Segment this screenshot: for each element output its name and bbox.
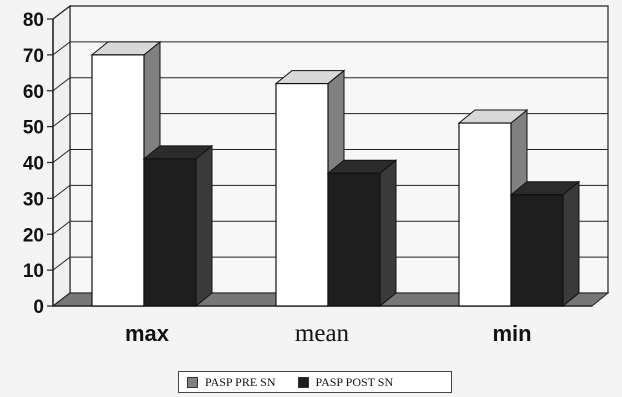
bar-side <box>562 180 580 308</box>
bar-side <box>195 144 213 308</box>
gridline-side <box>52 41 71 56</box>
y-tick-label: 60 <box>23 82 44 103</box>
bar <box>458 122 512 307</box>
bar <box>510 194 564 307</box>
legend-swatch-post <box>297 376 309 388</box>
gridline-side <box>52 184 71 199</box>
y-tick-label: 10 <box>23 261 44 282</box>
gridline-side <box>52 77 71 92</box>
legend: PASP PRE SN PASP POST SN <box>178 371 452 393</box>
legend-swatch-pre <box>187 376 198 388</box>
bar <box>275 82 329 307</box>
y-axis: 0 10 20 30 40 50 60 70 80 <box>23 10 54 318</box>
y-tick-label: 50 <box>23 118 44 139</box>
gridline-side <box>52 149 71 163</box>
y-tick-label: 80 <box>23 10 44 31</box>
gridline-side <box>52 5 71 20</box>
gridline-side <box>52 256 71 271</box>
y-tick-label: 70 <box>23 46 44 67</box>
legend-label-post: PASP POST SN <box>315 374 394 389</box>
y-tick-label: 0 <box>33 297 44 318</box>
legend-item-pre: PASP PRE SN <box>187 375 276 390</box>
y-tick-label: 30 <box>23 189 44 210</box>
x-category-label: min <box>492 321 531 346</box>
gridline-side <box>52 113 71 128</box>
x-axis: max mean min <box>125 320 532 347</box>
legend-item-post: PASP POST SN <box>297 374 394 390</box>
legend-label-pre: PASP PRE SN <box>205 374 276 389</box>
bars <box>90 40 581 308</box>
y-tick-label: 40 <box>23 154 44 175</box>
x-category-label: max <box>125 321 170 346</box>
y-tick-label: 20 <box>23 225 44 246</box>
x-category-label: mean <box>295 320 350 347</box>
gridline-side <box>52 220 71 235</box>
bar <box>327 172 381 307</box>
bar <box>143 158 197 307</box>
bar <box>91 54 145 307</box>
bar-side <box>379 159 397 308</box>
